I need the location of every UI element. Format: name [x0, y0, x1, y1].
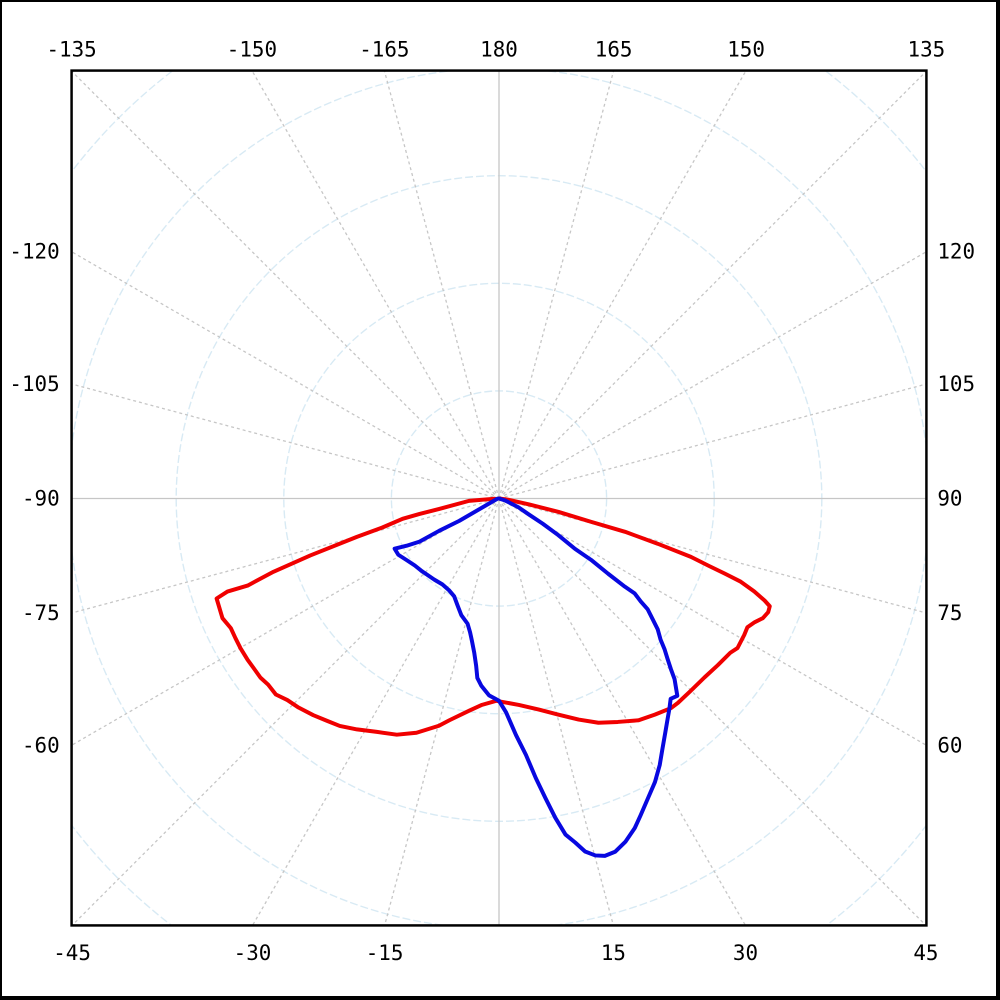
- angle-ray-gridline: [71, 383, 500, 500]
- angle-ray-gridline: [383, 498, 500, 926]
- angle-tick-label: -105: [9, 372, 59, 396]
- angle-ray-gridline: [251, 498, 500, 926]
- curve-blue: [392, 496, 680, 858]
- curves: [214, 496, 772, 858]
- angle-tick-label: 45: [913, 941, 938, 965]
- angle-tick-label: -120: [9, 240, 59, 264]
- angle-ray-gridline: [71, 497, 500, 614]
- angle-tick-label: -45: [53, 941, 91, 965]
- angle-tick-label: 180: [480, 38, 518, 62]
- angle-tick-label: 135: [908, 38, 946, 62]
- angle-tick-label: 15: [601, 941, 626, 965]
- angle-tick-label: 120: [937, 240, 975, 264]
- angle-ray-gridline: [71, 498, 500, 926]
- angle-labels: -135 -150 -165 180 165 150 135 120 105 90 75 60 45 30…: [9, 38, 975, 966]
- angle-ray-gridline: [498, 497, 927, 746]
- angle-tick-label: 75: [937, 601, 962, 625]
- angle-tick-label: -90: [22, 487, 60, 511]
- angle-ray-gridline: [251, 70, 500, 499]
- angle-ray-gridline: [71, 70, 500, 499]
- angle-tick-label: -60: [22, 733, 60, 757]
- angle-ray-gridline: [498, 498, 927, 926]
- angle-tick-label: 150: [727, 38, 765, 62]
- angle-ray-gridline: [71, 497, 500, 746]
- angle-ray-gridline: [498, 498, 747, 926]
- angle-tick-label: 90: [937, 487, 962, 511]
- angle-tick-label: -15: [366, 941, 404, 965]
- angle-ray-gridline: [71, 251, 500, 500]
- angle-tick-label: 165: [595, 38, 633, 62]
- angle-ray-gridline: [498, 497, 927, 614]
- angle-ray-gridline: [498, 251, 927, 500]
- angle-ray-gridline: [498, 70, 927, 499]
- angle-tick-label: 105: [937, 372, 975, 396]
- angle-tick-label: -150: [227, 38, 277, 62]
- angle-tick-label: -30: [234, 941, 272, 965]
- angle-tick-label: -165: [359, 38, 409, 62]
- angle-ray-gridline: [383, 70, 500, 499]
- angle-ray-gridline: [498, 70, 615, 499]
- plot-border: [70, 69, 928, 927]
- angle-ray-gridline: [498, 498, 615, 926]
- angle-tick-label: -135: [46, 38, 96, 62]
- angle-tick-label: -75: [22, 601, 60, 625]
- angle-tick-label: 60: [937, 733, 962, 757]
- angle-ray-gridline: [498, 70, 747, 499]
- angle-tick-label: 30: [733, 941, 758, 965]
- angle-ray-gridline: [498, 383, 927, 500]
